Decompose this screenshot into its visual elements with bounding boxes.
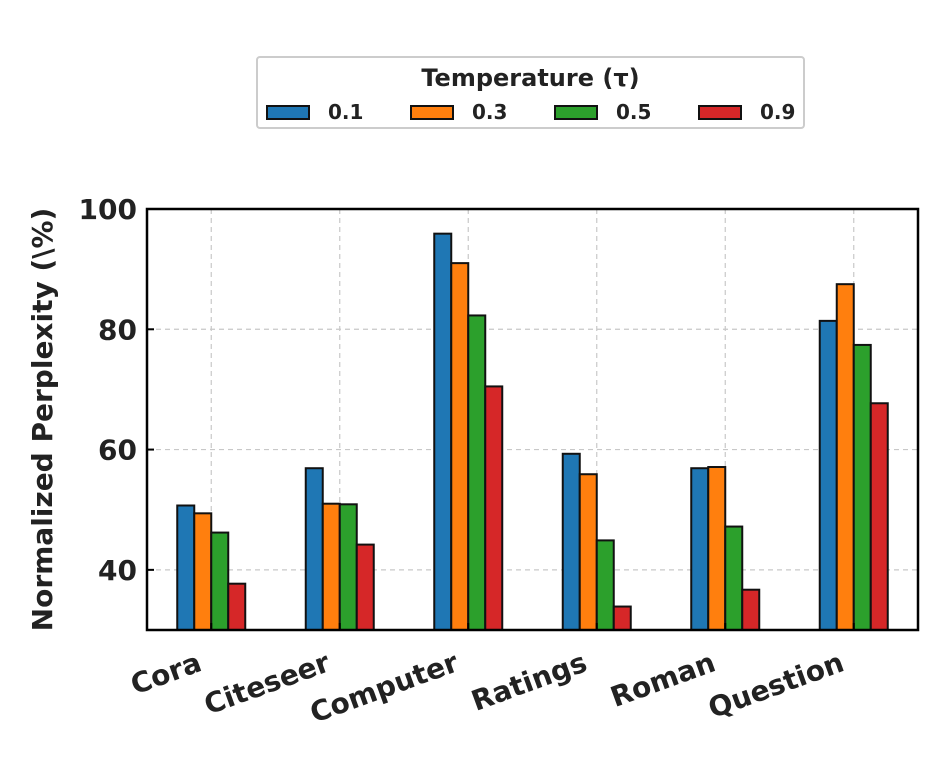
bar-computer-0.3 <box>450 262 470 631</box>
x-tick-label: Roman <box>606 646 720 714</box>
bar-roman-0.5 <box>724 525 744 631</box>
legend-swatch <box>554 104 598 120</box>
x-tick-label: Question <box>704 646 848 725</box>
bar-ratings-0.9 <box>612 605 632 632</box>
legend-label: 0.1 <box>328 100 364 124</box>
legend-swatch <box>266 104 310 120</box>
legend-swatch <box>698 104 742 120</box>
bar-ratings-0.5 <box>595 539 615 631</box>
x-tick-label: Computer <box>306 646 463 730</box>
legend-item-0.5: 0.5 <box>554 100 651 124</box>
legend-item-0.3: 0.3 <box>410 100 507 124</box>
bar-citeseer-0.3 <box>321 502 341 632</box>
x-tick-label: Ratings <box>467 646 591 718</box>
legend-title: Temperature (τ) <box>421 64 640 92</box>
bar-citeseer-0.1 <box>304 467 324 632</box>
bar-question-0.3 <box>835 283 855 631</box>
y-axis-label: Normalized Perplexity (\%) <box>26 208 59 632</box>
y-tick-label: 80 <box>98 313 137 346</box>
bar-computer-0.9 <box>484 385 504 631</box>
legend: Temperature (τ) 0.1 0.3 0.5 0.9 <box>256 56 805 129</box>
legend-swatch <box>410 104 454 120</box>
bar-citeseer-0.9 <box>355 543 375 632</box>
bar-roman-0.1 <box>690 467 710 632</box>
legend-item-0.1: 0.1 <box>266 100 363 124</box>
legend-label: 0.3 <box>472 100 508 124</box>
bar-computer-0.5 <box>467 314 487 631</box>
legend-item-0.9: 0.9 <box>698 100 795 124</box>
bar-cora-0.9 <box>227 582 247 632</box>
bar-roman-0.9 <box>741 588 761 631</box>
legend-label: 0.9 <box>760 100 796 124</box>
legend-label: 0.5 <box>616 100 652 124</box>
bar-ratings-0.3 <box>578 473 598 632</box>
x-tick-label: Cora <box>126 646 205 702</box>
bar-computer-0.1 <box>433 232 453 631</box>
bar-cora-0.3 <box>193 512 213 632</box>
y-tick-label: 60 <box>98 434 137 467</box>
bar-question-0.9 <box>869 402 889 631</box>
bar-question-0.1 <box>818 319 838 631</box>
bar-citeseer-0.5 <box>338 503 358 631</box>
bar-cora-0.1 <box>176 504 196 631</box>
bar-cora-0.5 <box>210 531 230 631</box>
bar-roman-0.3 <box>707 466 727 631</box>
bar-ratings-0.1 <box>561 452 581 631</box>
y-tick-label: 100 <box>79 193 137 226</box>
y-tick-label: 40 <box>98 554 137 587</box>
bar-question-0.5 <box>852 343 872 631</box>
plot-frame <box>145 207 920 632</box>
